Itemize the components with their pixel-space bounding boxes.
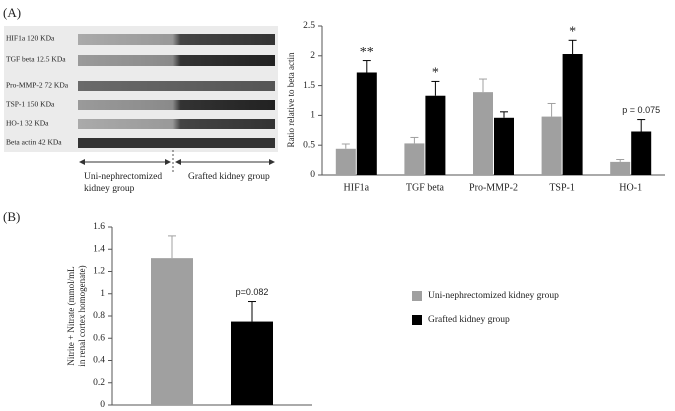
y-tick-label: 1.4	[93, 244, 105, 254]
y-tick-label: 0.2	[93, 378, 105, 388]
annotation: p=0.082	[236, 287, 269, 297]
bar	[425, 95, 446, 175]
bar	[494, 117, 514, 175]
error-bar	[248, 301, 256, 322]
band-label: HIF1a 120 KDa	[6, 34, 55, 43]
error-bar	[479, 78, 487, 93]
annotation: p = 0.075	[622, 105, 660, 115]
group-label: Grafted kidney group	[188, 171, 270, 182]
y-axis-label: Ratio relative to beta actin	[286, 52, 296, 147]
annotation: *	[432, 66, 439, 81]
y-tick-label: 2	[310, 51, 315, 61]
error-bar	[410, 136, 419, 144]
x-tick-label: TGF beta	[406, 182, 445, 193]
y-axis-label: Nitrite + Nitrate (mmol/mL	[66, 266, 76, 365]
band-label: TGF beta 12.5 KDa	[6, 55, 66, 64]
error-bar	[616, 159, 625, 162]
y-tick-label: 0	[310, 170, 315, 180]
y-tick-label: 0.5	[303, 140, 315, 150]
band-label: Pro-MMP-2 72 KDa	[6, 81, 69, 90]
error-bar	[547, 102, 556, 117]
band-label: HO-1 32 KDa	[6, 119, 49, 128]
y-tick-label: 1.6	[93, 222, 105, 232]
bar	[562, 54, 583, 175]
band	[78, 100, 275, 110]
bar	[335, 148, 356, 175]
panel-label: (A)	[3, 5, 21, 20]
legend-swatch	[412, 291, 422, 301]
error-bar	[637, 119, 646, 132]
bar	[541, 116, 562, 175]
x-tick-label: HO-1	[619, 182, 642, 193]
panel-label: (B)	[3, 209, 20, 224]
annotation: *	[569, 25, 576, 40]
legend-label: Grafted kidney group	[428, 314, 510, 325]
bar	[473, 92, 493, 175]
error-bar	[568, 39, 577, 55]
bar	[231, 321, 273, 405]
bar	[404, 143, 425, 175]
annotation: **	[360, 45, 374, 60]
bar	[356, 72, 377, 175]
x-tick-label: TSP-1	[549, 182, 575, 193]
bar	[631, 131, 652, 175]
group-label: Uni-nephrectomized	[84, 172, 162, 182]
error-bar	[500, 111, 508, 118]
western-blot: HIF1a 120 KDa TGF beta 12.5 KDa Pro-MMP-…	[4, 26, 278, 194]
y-tick-label: 0	[100, 400, 105, 410]
band-label: TSP-1 150 KDa	[6, 100, 55, 109]
band-label: Beta actin 42 KDa	[6, 138, 62, 147]
bar	[610, 161, 631, 175]
bar	[151, 258, 193, 405]
y-tick-label: 1.5	[303, 81, 315, 91]
band	[78, 55, 275, 66]
y-tick-label: 0.8	[93, 311, 105, 321]
y-tick-label: 0.4	[93, 356, 105, 366]
y-tick-label: 0.6	[93, 333, 105, 343]
band	[78, 119, 275, 129]
y-tick-label: 2.5	[303, 21, 315, 31]
band	[78, 138, 275, 148]
error-bar	[362, 60, 371, 73]
y-tick-label: 1.2	[93, 267, 105, 277]
y-axis-label: in renal cortex homogenate)	[77, 265, 87, 366]
error-bar	[431, 80, 440, 96]
band	[78, 34, 275, 45]
legend-label: Uni-nephrectomized kidney group	[428, 291, 559, 301]
band	[78, 81, 275, 91]
legend-swatch	[412, 315, 422, 325]
error-bar	[341, 143, 350, 149]
error-bar	[168, 235, 176, 259]
x-tick-label: HIF1a	[344, 182, 370, 193]
y-tick-label: 1	[100, 289, 105, 299]
group-label: kidney group	[84, 184, 135, 194]
x-tick-label: Pro-MMP-2	[469, 182, 518, 193]
y-tick-label: 1	[310, 111, 315, 121]
